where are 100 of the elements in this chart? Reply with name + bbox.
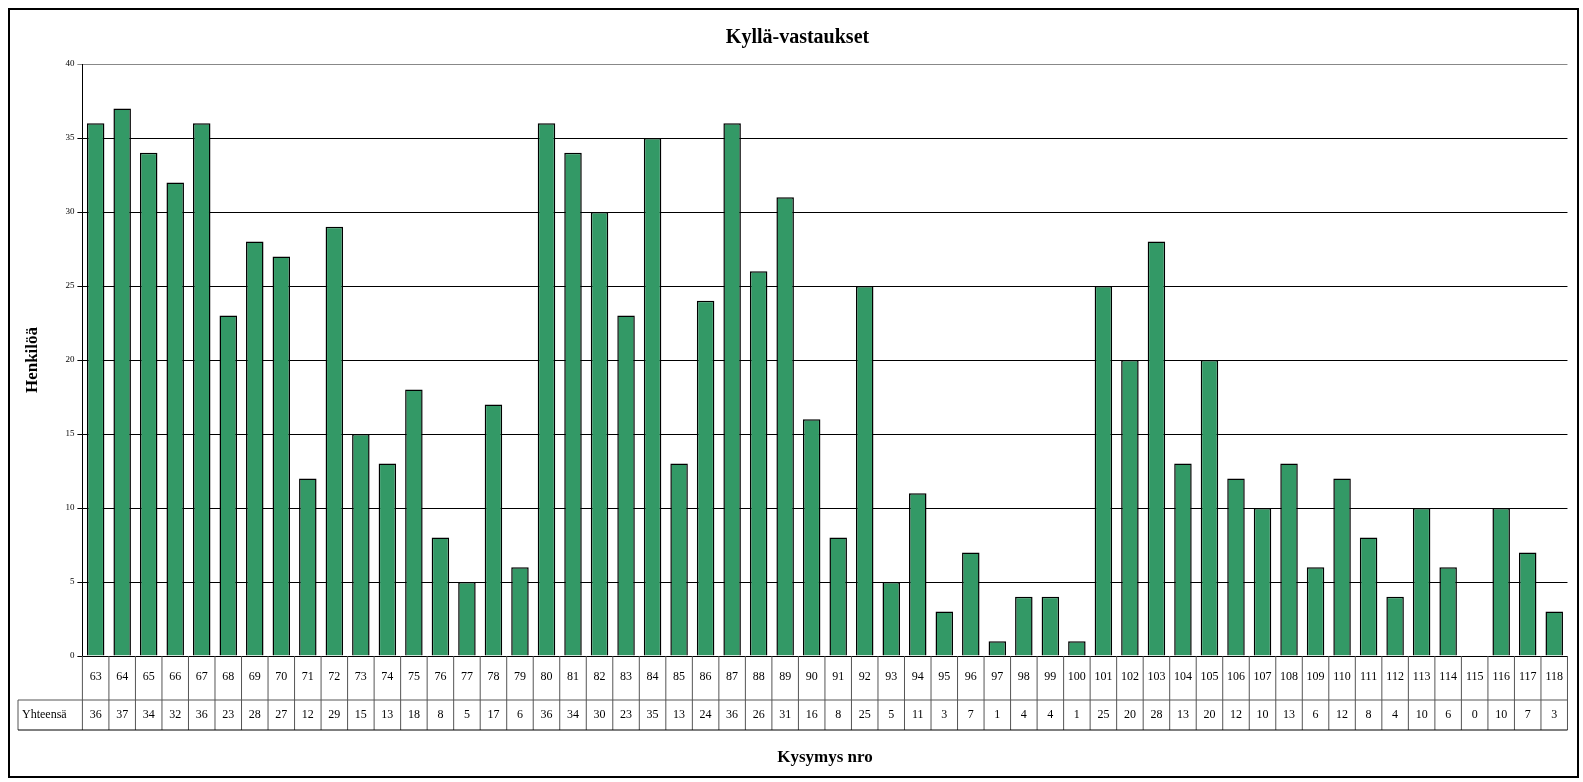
x-tick-label: 97 [991,669,1004,684]
data-label: 23 [222,707,235,722]
y-axis-title: Henkilöä [21,326,41,394]
x-tick-label: 87 [726,669,739,684]
data-label: 8 [1365,707,1372,722]
x-tick-label: 72 [328,669,341,684]
x-tick-label: 118 [1545,669,1563,684]
data-label: 6 [1312,707,1319,722]
x-tick-label: 66 [169,669,182,684]
y-tick-label: 15 [65,428,75,439]
data-label: 4 [1020,707,1027,722]
data-label: 18 [407,707,420,722]
data-label: 23 [620,707,633,722]
data-label: 7 [967,707,974,722]
x-tick-label: 84 [646,669,659,684]
x-tick-label: 96 [964,669,977,684]
data-label: 28 [248,707,261,722]
x-tick-label: 73 [354,669,367,684]
x-tick-label: 68 [222,669,235,684]
data-label: 13 [381,707,394,722]
x-tick-label: 109 [1306,669,1325,684]
x-tick-label: 78 [487,669,500,684]
data-label: 25 [1097,707,1110,722]
data-label: 1 [994,707,1001,722]
data-label: 20 [1123,707,1136,722]
x-tick-label: 74 [381,669,394,684]
x-tick-label: 108 [1280,669,1299,684]
chart-title: Kyllä-vastaukset [725,25,870,49]
data-label: 20 [1203,707,1216,722]
data-label: 30 [593,707,606,722]
x-tick-label: 117 [1518,669,1537,684]
x-tick-label: 85 [673,669,686,684]
x-tick-label: 106 [1226,669,1245,684]
text: Yhteensä [22,707,68,722]
data-label: 12 [1229,707,1242,722]
data-label: 12 [1336,707,1349,722]
data-label: 26 [752,707,765,722]
data-label: 11 [911,707,924,722]
x-tick-label: 90 [805,669,818,684]
data-label: 25 [858,707,871,722]
data-label: 5 [463,707,470,722]
x-tick-label: 86 [699,669,712,684]
x-tick-label: 79 [513,669,526,684]
x-tick-label: 83 [620,669,633,684]
x-tick-label: 112 [1386,669,1404,684]
x-tick-label: 81 [567,669,580,684]
x-tick-label: 92 [858,669,871,684]
x-tick-label: 80 [540,669,553,684]
data-label: 34 [142,707,155,722]
data-label: 6 [1445,707,1452,722]
x-tick-label: 114 [1439,669,1457,684]
x-tick-label: 111 [1360,669,1378,684]
y-tick-label: 20 [65,354,75,365]
x-tick-label: 102 [1120,669,1139,684]
data-label: 3 [1551,707,1558,722]
data-label: 13 [1283,707,1296,722]
y-tick-label: 40 [65,58,75,69]
data-label: 35 [646,707,659,722]
x-tick-label: 76 [434,669,447,684]
x-tick-label: 113 [1412,669,1431,684]
x-tick-label: 93 [885,669,898,684]
data-label: 10 [1256,707,1269,722]
y-tick-label: 35 [65,132,75,143]
data-label: 8 [835,707,842,722]
data-label: 32 [169,707,182,722]
x-tick-label: 94 [911,669,924,684]
data-label: 28 [1150,707,1163,722]
x-tick-label: 89 [779,669,792,684]
x-tick-label: 70 [275,669,288,684]
x-tick-label: 63 [89,669,102,684]
x-tick-label: 115 [1465,669,1484,684]
x-tick-label: 65 [142,669,155,684]
x-axis-title: Kysymys nro [777,747,873,767]
x-tick-label: 98 [1017,669,1030,684]
x-tick-label: 101 [1094,669,1113,684]
data-label: 36 [540,707,553,722]
data-label: 24 [699,707,712,722]
y-tick-label: 10 [65,502,75,513]
data-label: 36 [726,707,739,722]
x-tick-label: 95 [938,669,951,684]
data-label: 6 [516,707,523,722]
data-label: 13 [673,707,686,722]
x-tick-label: 71 [301,669,314,684]
data-label: 12 [301,707,314,722]
data-label: 34 [567,707,580,722]
data-label: 13 [1176,707,1189,722]
y-tick-label: 30 [65,206,75,217]
data-label: 29 [328,707,341,722]
data-label: 36 [89,707,102,722]
y-tick-label: 0 [69,650,75,661]
x-tick-label: 88 [752,669,765,684]
data-label: 17 [487,707,500,722]
data-label: 37 [116,707,129,722]
y-tick-label: 25 [65,280,75,291]
data-label: 4 [1047,707,1054,722]
x-tick-label: 107 [1253,669,1272,684]
data-label: 1 [1073,707,1080,722]
data-label: 7 [1524,707,1531,722]
x-tick-label: 100 [1067,669,1086,684]
x-tick-label: 99 [1044,669,1057,684]
